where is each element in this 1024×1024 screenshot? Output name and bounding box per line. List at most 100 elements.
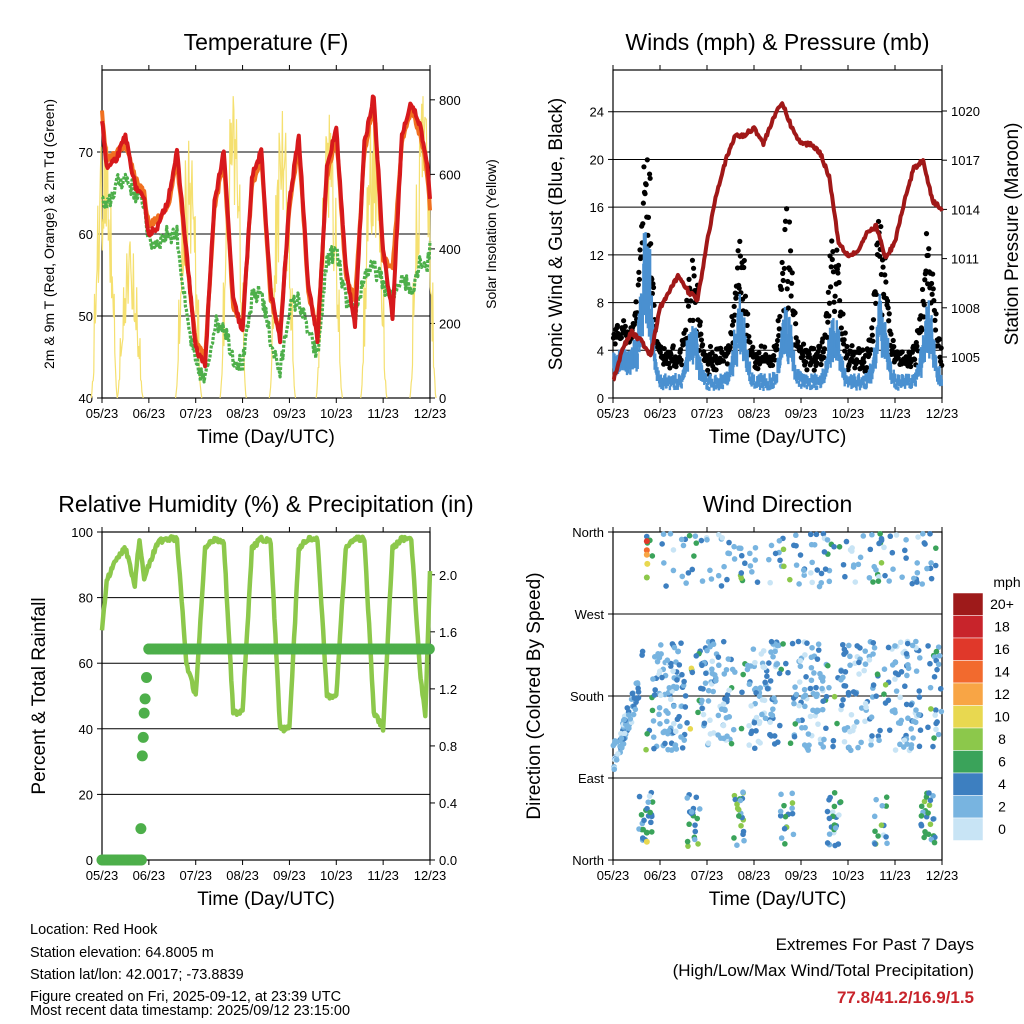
gust-point xyxy=(780,270,786,276)
wind-direction-point xyxy=(656,704,663,711)
sonic-wind-bar xyxy=(934,356,938,372)
wind-direction-point xyxy=(887,533,894,540)
gust-point xyxy=(857,365,864,371)
wind-direction-point xyxy=(785,669,791,676)
sonic-wind-bar xyxy=(762,387,765,392)
wind-direction-point xyxy=(850,564,857,570)
wind-direction-point xyxy=(744,666,751,673)
wind-direction-point xyxy=(921,798,928,805)
gust-point xyxy=(868,347,874,353)
gust-point xyxy=(826,300,833,306)
sonic-wind-bar xyxy=(735,349,739,367)
wind-direction-point xyxy=(823,693,830,700)
wind-direction-point xyxy=(933,648,940,655)
wind-direction-point xyxy=(674,716,681,723)
wind-direction-point xyxy=(705,687,712,694)
direction-ytick-label: North xyxy=(572,525,604,540)
sonic-wind-bar xyxy=(758,380,761,387)
sonic-wind-bar xyxy=(800,383,803,389)
wind-direction-point xyxy=(840,696,846,703)
gust-point xyxy=(690,317,696,323)
wind-direction-point xyxy=(840,674,846,681)
sonic-wind-bar xyxy=(775,373,779,383)
wind-direction-point xyxy=(746,681,753,688)
wind-direction-point xyxy=(641,817,647,824)
sonic-wind-bar xyxy=(801,380,805,387)
gust-point xyxy=(835,262,842,268)
temperature-y2tick-label: 600 xyxy=(439,167,461,182)
wind-direction-point xyxy=(657,692,664,699)
solar-insolation-line xyxy=(116,241,144,399)
wind-direction-point xyxy=(652,687,658,693)
wind-direction-point xyxy=(695,709,701,716)
direction-ytick-label: West xyxy=(575,607,605,622)
gust-point xyxy=(831,299,837,305)
precipitation-point xyxy=(133,854,145,866)
wind-direction-point xyxy=(882,572,888,579)
sonic-wind-bar xyxy=(761,375,764,384)
winds-xtick-label: 06/23 xyxy=(644,406,677,421)
wind-direction-point xyxy=(710,688,716,695)
wind-direction-point xyxy=(694,815,701,822)
gust-point xyxy=(727,344,733,350)
wind-direction-point xyxy=(691,836,698,843)
precipitation-points xyxy=(96,643,435,866)
sonic-wind-bar xyxy=(743,317,746,346)
legend-swatch xyxy=(952,727,984,751)
temperature-xtick-label: 08/23 xyxy=(226,406,259,421)
gust-point xyxy=(637,247,643,253)
wind-direction-point xyxy=(710,641,717,648)
wind-direction-point xyxy=(747,563,754,569)
temperature-xtick-label: 10/23 xyxy=(320,406,353,421)
winds-ytick-label: 24 xyxy=(590,105,604,120)
wind-direction-point xyxy=(675,648,682,655)
wind-direction-point xyxy=(881,691,887,697)
dewpoint-2m-line xyxy=(101,172,432,384)
sonic-wind-bar xyxy=(706,385,709,391)
wind-direction-point xyxy=(723,666,730,673)
precipitation-point xyxy=(135,823,147,835)
wind-direction-point xyxy=(793,691,800,698)
wind-direction-point xyxy=(692,828,699,835)
wind-direction-point xyxy=(754,579,761,585)
wind-direction-point xyxy=(803,674,809,680)
sonic-wind-bar xyxy=(886,337,890,359)
wind-direction-point xyxy=(615,751,621,757)
wind-direction-point xyxy=(922,541,928,547)
wind-direction-point xyxy=(618,735,625,742)
humidity-xtick-label: 08/23 xyxy=(226,868,259,883)
sonic-wind-bar xyxy=(871,369,874,380)
solar-insolation-line xyxy=(175,140,203,399)
wind-direction-point xyxy=(891,707,898,713)
wind-direction-point xyxy=(790,831,797,838)
gust-point xyxy=(789,280,795,286)
wind-direction-point xyxy=(692,533,699,539)
gust-point xyxy=(852,365,858,371)
wind-direction-point xyxy=(715,654,722,660)
wind-direction-point xyxy=(679,745,686,751)
gust-point xyxy=(789,270,795,276)
wind-direction-point xyxy=(770,706,776,712)
sonic-wind-bar xyxy=(850,375,854,384)
wind-direction-point xyxy=(778,791,784,798)
sonic-wind-bar xyxy=(828,327,832,353)
wind-direction-point xyxy=(670,547,677,553)
wind-direction-point xyxy=(701,720,708,727)
wind-direction-point xyxy=(658,651,664,657)
wind-direction-point xyxy=(932,712,938,718)
wind-direction-point xyxy=(767,719,773,725)
wind-direction-point xyxy=(724,696,730,703)
wind-direction-point xyxy=(753,728,759,734)
direction-title: Wind Direction xyxy=(703,491,853,517)
sonic-wind-bar xyxy=(767,381,770,388)
wind-direction-point xyxy=(667,531,674,537)
sonic-wind-bar xyxy=(876,324,880,351)
wind-direction-point xyxy=(726,539,732,546)
wind-direction-point xyxy=(824,662,831,669)
temperature-y2tick-label: 400 xyxy=(439,242,461,257)
wind-direction-point xyxy=(842,573,848,580)
gust-point xyxy=(814,360,820,366)
gust-point xyxy=(914,343,920,349)
wind-direction-point xyxy=(938,708,945,715)
gust-point xyxy=(720,358,727,364)
